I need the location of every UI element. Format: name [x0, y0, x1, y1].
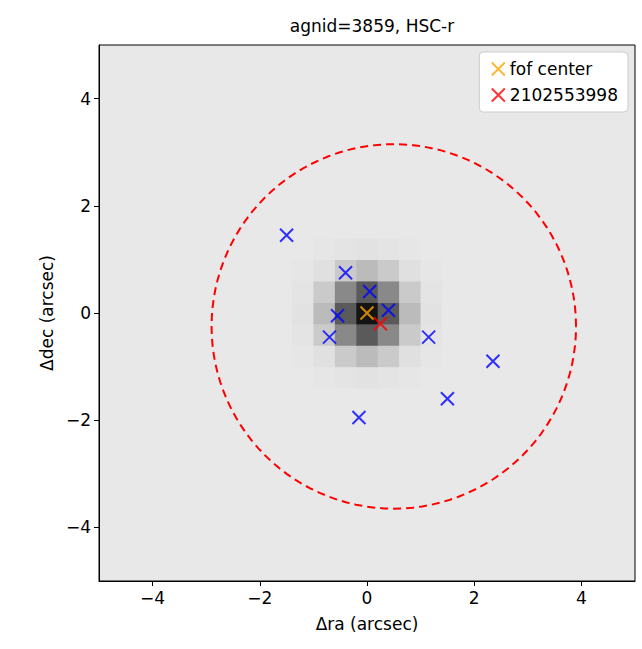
svg-text:2102553998: 2102553998	[510, 85, 618, 105]
svg-text:2: 2	[469, 588, 480, 608]
svg-text:2: 2	[80, 196, 91, 216]
svg-text:−2: −2	[247, 588, 272, 608]
svg-text:4: 4	[80, 89, 91, 109]
svg-text:0: 0	[80, 303, 91, 323]
svg-text:−4: −4	[140, 588, 165, 608]
svg-text:0: 0	[362, 588, 373, 608]
svg-text:agnid=3859, HSC-r: agnid=3859, HSC-r	[290, 16, 454, 36]
svg-text:4: 4	[576, 588, 587, 608]
svg-text:Δdec (arcsec): Δdec (arcsec)	[37, 255, 57, 371]
svg-text:Δra (arcsec): Δra (arcsec)	[316, 614, 419, 634]
svg-text:−2: −2	[66, 410, 91, 430]
svg-text:−4: −4	[66, 517, 91, 537]
svg-text:fof center: fof center	[510, 59, 592, 79]
